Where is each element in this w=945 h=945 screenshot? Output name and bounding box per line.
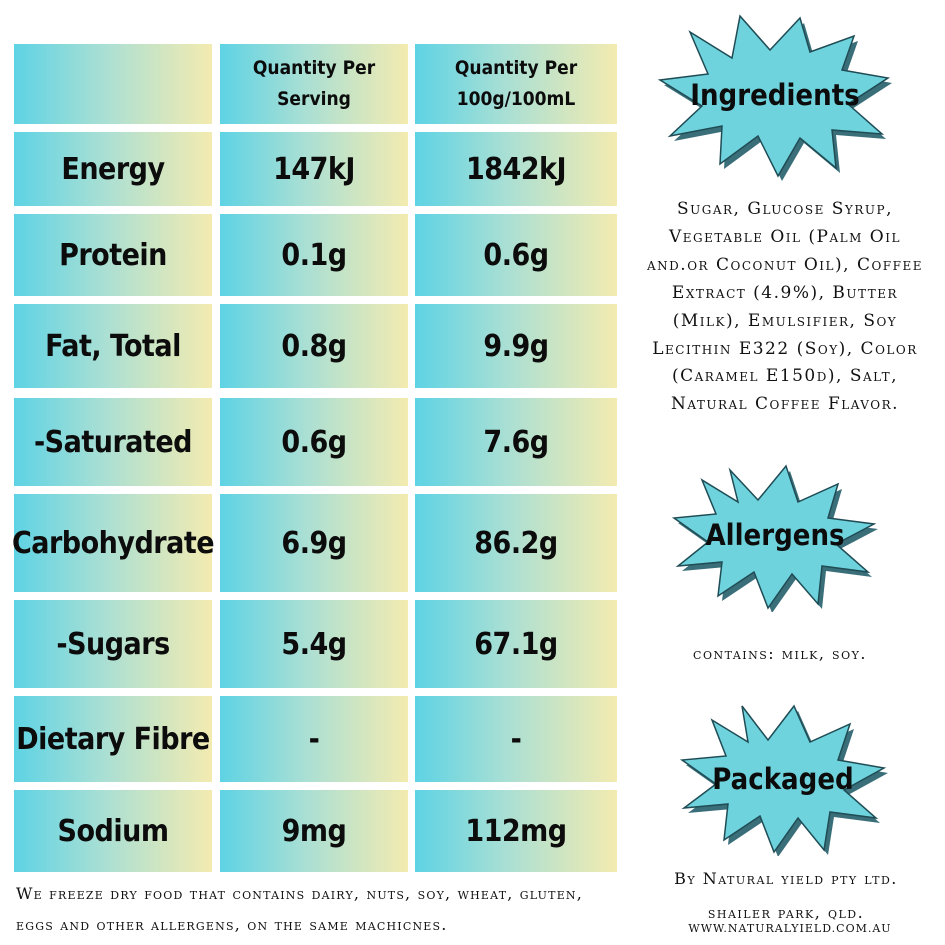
burst-shape-icon (671, 464, 878, 612)
value-per-100-sugars: 67.1g (415, 600, 617, 688)
value-per-100-protein: 0.6g (415, 214, 617, 296)
ingredients-burst: Ingredients (650, 6, 900, 186)
packaged-burst: Packaged (676, 700, 890, 856)
value-per-100-energy: 1842kJ (415, 132, 617, 206)
header-per-100: Quantity Per 100g/100mL (415, 44, 617, 124)
value-per-serving-dietary-fibre: - (220, 696, 408, 782)
row-label-sodium: Sodium (14, 790, 212, 872)
ingredients-title: Ingredients (690, 78, 860, 112)
row-label-energy: Energy (14, 132, 212, 206)
row-label-protein: Protein (14, 214, 212, 296)
burst-shape-icon (679, 704, 888, 856)
row-label-dietary-fibre: Dietary Fibre (14, 696, 212, 782)
row-label-fat-total: Fat, Total (14, 304, 212, 388)
value-per-serving-saturated: 0.6g (220, 398, 408, 486)
row-label-sugars: -Sugars (14, 600, 212, 688)
allergens-text: contains: milk, soy. (693, 644, 867, 663)
row-label-saturated: -Saturated (14, 398, 212, 486)
value-per-serving-sugars: 5.4g (220, 600, 408, 688)
freeze-dry-note: We freeze dry food that contains dairy, … (16, 884, 584, 934)
value-per-100-dietary-fibre: - (415, 696, 617, 782)
packaged-title: Packaged (712, 762, 854, 796)
value-per-serving-energy: 147kJ (220, 132, 408, 206)
ingredients-text: Sugar, Glucose Syrup, Vegetable Oil (Pal… (647, 199, 923, 415)
burst-shape-icon (657, 14, 892, 181)
value-per-serving-sodium: 9mg (220, 790, 408, 872)
packaged-text: By Natural yield pty ltd. shailer park, … (674, 869, 898, 922)
value-per-serving-protein: 0.1g (220, 214, 408, 296)
website-text: www.naturalyield.com.au (688, 922, 892, 935)
header-empty-cell (14, 44, 212, 124)
row-label-carbohydrate: Carbohydrate (12, 494, 215, 592)
value-per-serving-fat-total: 0.8g (220, 304, 408, 388)
header-per-serving-label: Quantity Per Serving (252, 57, 376, 110)
value-per-100-saturated: 7.6g (415, 398, 617, 486)
value-per-100-carbohydrate: 86.2g (415, 494, 617, 592)
value-per-100-sodium: 112mg (415, 790, 617, 872)
value-per-100-fat-total: 9.9g (415, 304, 617, 388)
header-per-serving: Quantity Per Serving (220, 44, 408, 124)
header-per-100-label: Quantity Per 100g/100mL (454, 57, 578, 110)
allergens-burst: Allergens (668, 462, 882, 612)
value-per-serving-carbohydrate: 6.9g (220, 494, 408, 592)
allergens-title: Allergens (705, 518, 845, 552)
